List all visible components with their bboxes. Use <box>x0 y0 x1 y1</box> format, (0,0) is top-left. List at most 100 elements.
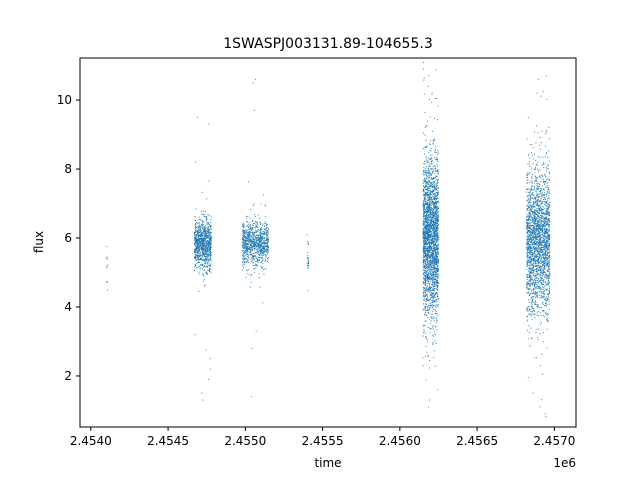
data-point <box>250 209 252 211</box>
data-point <box>423 298 425 300</box>
data-point <box>203 270 205 272</box>
data-point <box>201 258 203 260</box>
data-point <box>433 272 435 275</box>
data-point <box>425 160 427 162</box>
data-point <box>429 250 431 252</box>
data-point <box>435 211 437 213</box>
data-point <box>250 275 252 277</box>
data-point <box>209 239 211 241</box>
data-point <box>423 251 425 253</box>
data-point <box>435 151 437 153</box>
data-point <box>437 214 439 216</box>
data-point <box>424 195 426 197</box>
data-point <box>242 227 244 229</box>
data-point <box>210 252 212 254</box>
data-point <box>532 197 534 199</box>
data-point <box>535 276 537 278</box>
data-point <box>243 237 245 239</box>
data-point <box>201 240 204 242</box>
data-point <box>431 201 433 203</box>
data-point <box>263 268 265 270</box>
data-point <box>201 239 203 241</box>
data-point <box>539 169 541 171</box>
data-point <box>425 207 428 209</box>
data-point <box>530 152 532 154</box>
data-point <box>435 342 437 345</box>
data-point <box>247 221 249 223</box>
data-point <box>428 162 430 164</box>
data-point <box>548 178 550 180</box>
data-point <box>426 176 428 178</box>
data-point <box>249 246 251 248</box>
data-point <box>432 140 434 142</box>
data-point <box>431 300 433 302</box>
data-point <box>430 161 433 163</box>
data-point <box>433 243 435 245</box>
data-point <box>246 239 248 241</box>
data-point <box>535 303 537 306</box>
data-point <box>242 260 244 262</box>
data-point <box>425 282 427 284</box>
data-point <box>432 186 434 188</box>
data-point <box>256 245 258 247</box>
data-point <box>261 231 263 233</box>
data-point <box>424 259 426 261</box>
data-point <box>427 253 429 255</box>
data-point <box>247 236 249 238</box>
data-point <box>194 224 196 226</box>
data-point <box>433 282 435 285</box>
data-point <box>437 153 439 155</box>
data-point <box>427 189 429 192</box>
data-point <box>429 221 431 223</box>
data-point <box>548 218 550 220</box>
data-point <box>306 265 309 267</box>
data-point <box>207 240 209 242</box>
data-point <box>242 244 244 246</box>
data-point <box>424 280 426 282</box>
data-point <box>199 265 201 267</box>
data-point <box>434 263 436 265</box>
data-point <box>535 196 537 198</box>
data-point <box>548 173 551 175</box>
data-point <box>431 257 433 259</box>
data-point <box>436 276 439 278</box>
data-point <box>423 153 425 155</box>
data-point <box>534 297 536 299</box>
data-point <box>428 158 430 160</box>
data-point <box>425 337 427 340</box>
data-point <box>254 221 256 223</box>
data-point <box>207 236 209 238</box>
data-point <box>426 229 428 232</box>
data-point <box>245 230 247 232</box>
data-point <box>253 234 255 236</box>
data-point <box>436 194 439 196</box>
data-point <box>247 254 249 256</box>
data-point <box>428 278 430 280</box>
data-point <box>427 197 429 199</box>
data-point <box>193 231 195 233</box>
data-point <box>263 238 265 240</box>
data-point <box>424 286 426 288</box>
data-point <box>526 285 528 287</box>
data-point <box>432 267 434 269</box>
data-point <box>246 247 248 249</box>
data-point <box>424 242 426 245</box>
data-point <box>199 247 201 249</box>
data-point <box>422 222 424 224</box>
data-point <box>435 241 437 244</box>
data-point <box>198 259 200 261</box>
data-point <box>201 242 203 244</box>
data-point <box>432 335 435 337</box>
data-point <box>210 255 212 257</box>
data-point <box>252 248 254 250</box>
data-point <box>549 213 551 215</box>
data-point <box>266 234 268 236</box>
data-point <box>429 259 431 261</box>
data-point <box>243 262 245 264</box>
data-point <box>429 173 431 175</box>
data-point <box>428 236 430 238</box>
data-point <box>307 267 309 269</box>
data-point <box>426 293 428 295</box>
data-point <box>255 249 257 251</box>
data-point <box>255 267 257 269</box>
